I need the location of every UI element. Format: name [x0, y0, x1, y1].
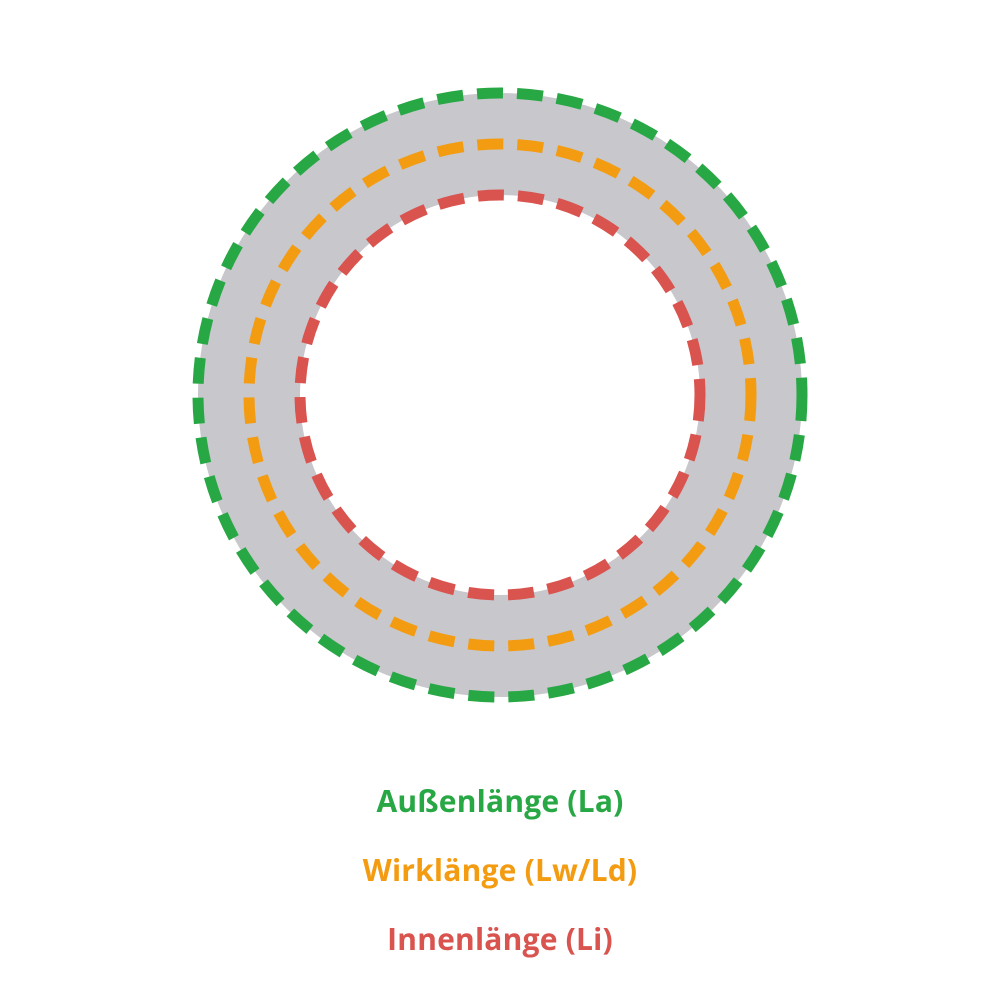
legend-outer: Außenlänge (La)	[376, 780, 623, 821]
legend: Außenlänge (La) Wirklänge (Lw/Ld) Innenl…	[0, 780, 1000, 959]
figure-canvas: Außenlänge (La) Wirklänge (Lw/Ld) Innenl…	[0, 0, 1000, 1000]
legend-inner: Innenlänge (Li)	[387, 918, 613, 959]
inner-circle	[300, 195, 700, 595]
legend-middle: Wirklänge (Lw/Ld)	[363, 849, 638, 890]
